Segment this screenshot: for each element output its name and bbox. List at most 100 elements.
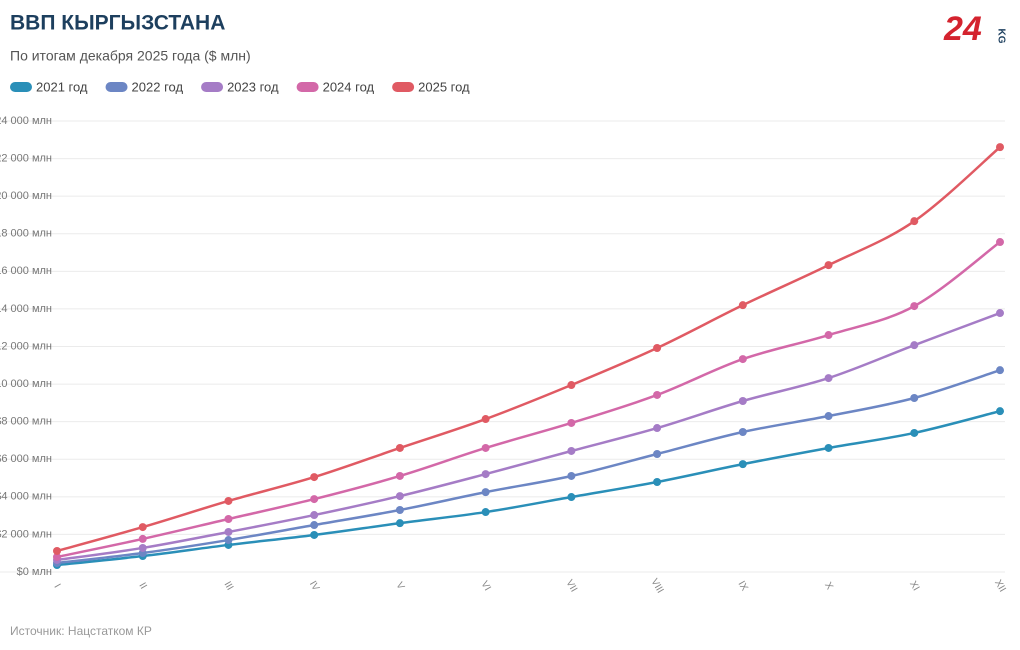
data-point [996, 309, 1004, 318]
data-point [224, 527, 233, 536]
data-point [224, 515, 233, 524]
legend-swatch [10, 82, 32, 92]
data-point [481, 508, 490, 517]
data-point [910, 428, 919, 437]
y-tick-label: $18 000 млн [0, 228, 52, 240]
logo: 24 [943, 10, 982, 48]
data-point [138, 523, 147, 532]
data-point [310, 473, 319, 482]
series-line [56, 311, 1001, 562]
x-tick-label: XI [907, 579, 921, 593]
data-point [567, 493, 576, 502]
data-point [738, 428, 747, 437]
data-point [310, 495, 319, 504]
legend-label: 2024 год [323, 79, 375, 94]
data-point [738, 460, 747, 469]
y-tick-label: $12 000 млн [0, 340, 52, 352]
data-point [395, 505, 404, 514]
series-line [56, 409, 1001, 567]
data-point [481, 488, 490, 497]
data-point [53, 546, 61, 555]
data-point [481, 443, 490, 452]
y-tick-label: $10 000 млн [0, 378, 52, 390]
x-tick-label: VIII [648, 577, 665, 596]
data-point [138, 534, 147, 543]
x-tick-label: XII [992, 578, 1008, 594]
data-point [738, 301, 747, 310]
x-tick-label: IV [307, 579, 321, 593]
data-point [481, 415, 490, 424]
data-point [310, 511, 319, 520]
data-point [567, 471, 576, 480]
x-tick-label: VII [563, 578, 579, 594]
series-line [56, 146, 1001, 553]
legend-label: 2023 год [227, 79, 279, 94]
y-tick-label: $14 000 млн [0, 303, 52, 315]
data-point [824, 374, 833, 383]
data-point [910, 302, 919, 311]
data-point [996, 407, 1004, 416]
x-tick-label: II [136, 581, 148, 591]
y-tick-label: $20 000 млн [0, 190, 52, 202]
data-point [567, 418, 576, 427]
data-point [567, 381, 576, 390]
data-point [824, 331, 833, 340]
x-tick-label: III [221, 580, 235, 593]
series-line [56, 368, 1001, 565]
x-tick-label: V [393, 580, 406, 592]
y-tick-label: $4 000 млн [0, 491, 52, 503]
chart-subtitle: По итогам декабря 2025 года ($ млн) [10, 48, 251, 64]
y-tick-label: $0 млн [17, 566, 52, 578]
data-point [224, 496, 233, 505]
data-point [738, 396, 747, 405]
data-point [738, 355, 747, 364]
data-point [138, 543, 147, 552]
data-point [996, 366, 1004, 375]
data-point [824, 443, 833, 452]
logo-suffix: KG [995, 29, 1006, 44]
x-tick-label: IX [736, 579, 750, 593]
legend-swatch [105, 82, 128, 92]
data-point [53, 552, 61, 561]
data-point [824, 261, 833, 270]
data-point [910, 341, 919, 350]
y-tick-label: $22 000 млн [0, 152, 52, 164]
data-point [653, 477, 662, 486]
data-point [395, 519, 404, 528]
data-point [996, 238, 1004, 247]
data-point [224, 536, 233, 545]
data-point [567, 446, 576, 455]
legend-swatch [296, 82, 319, 92]
chart-title: ВВП КЫРГЫЗСТАНА [10, 12, 225, 35]
y-tick-label: $16 000 млн [0, 265, 52, 277]
legend-label: 2021 год [36, 79, 88, 94]
data-point [310, 530, 319, 539]
data-point [310, 521, 319, 530]
data-point [653, 424, 662, 433]
x-tick-label: VI [478, 579, 492, 593]
data-point [824, 412, 833, 421]
legend-swatch [392, 82, 415, 92]
source: Источник: Нацстатком КР [10, 624, 152, 638]
legend-swatch [201, 82, 224, 92]
data-point [910, 393, 919, 402]
data-point [910, 217, 919, 226]
data-point [481, 470, 490, 479]
y-tick-label: $2 000 млн [0, 528, 52, 540]
data-point [395, 443, 404, 452]
data-point [395, 471, 404, 480]
data-point [653, 390, 662, 399]
legend-label: 2025 год [418, 79, 470, 94]
legend-label: 2022 год [132, 79, 184, 94]
data-point [653, 344, 662, 353]
y-tick-label: $6 000 млн [0, 453, 52, 465]
data-point [653, 449, 662, 458]
x-tick-label: X [822, 580, 835, 592]
data-point [996, 143, 1004, 152]
y-tick-label: $24 000 млн [0, 115, 52, 127]
x-tick-label: I [51, 582, 62, 590]
y-tick-label: $8 000 млн [0, 416, 52, 428]
data-point [395, 492, 404, 501]
series-line [56, 241, 1001, 559]
